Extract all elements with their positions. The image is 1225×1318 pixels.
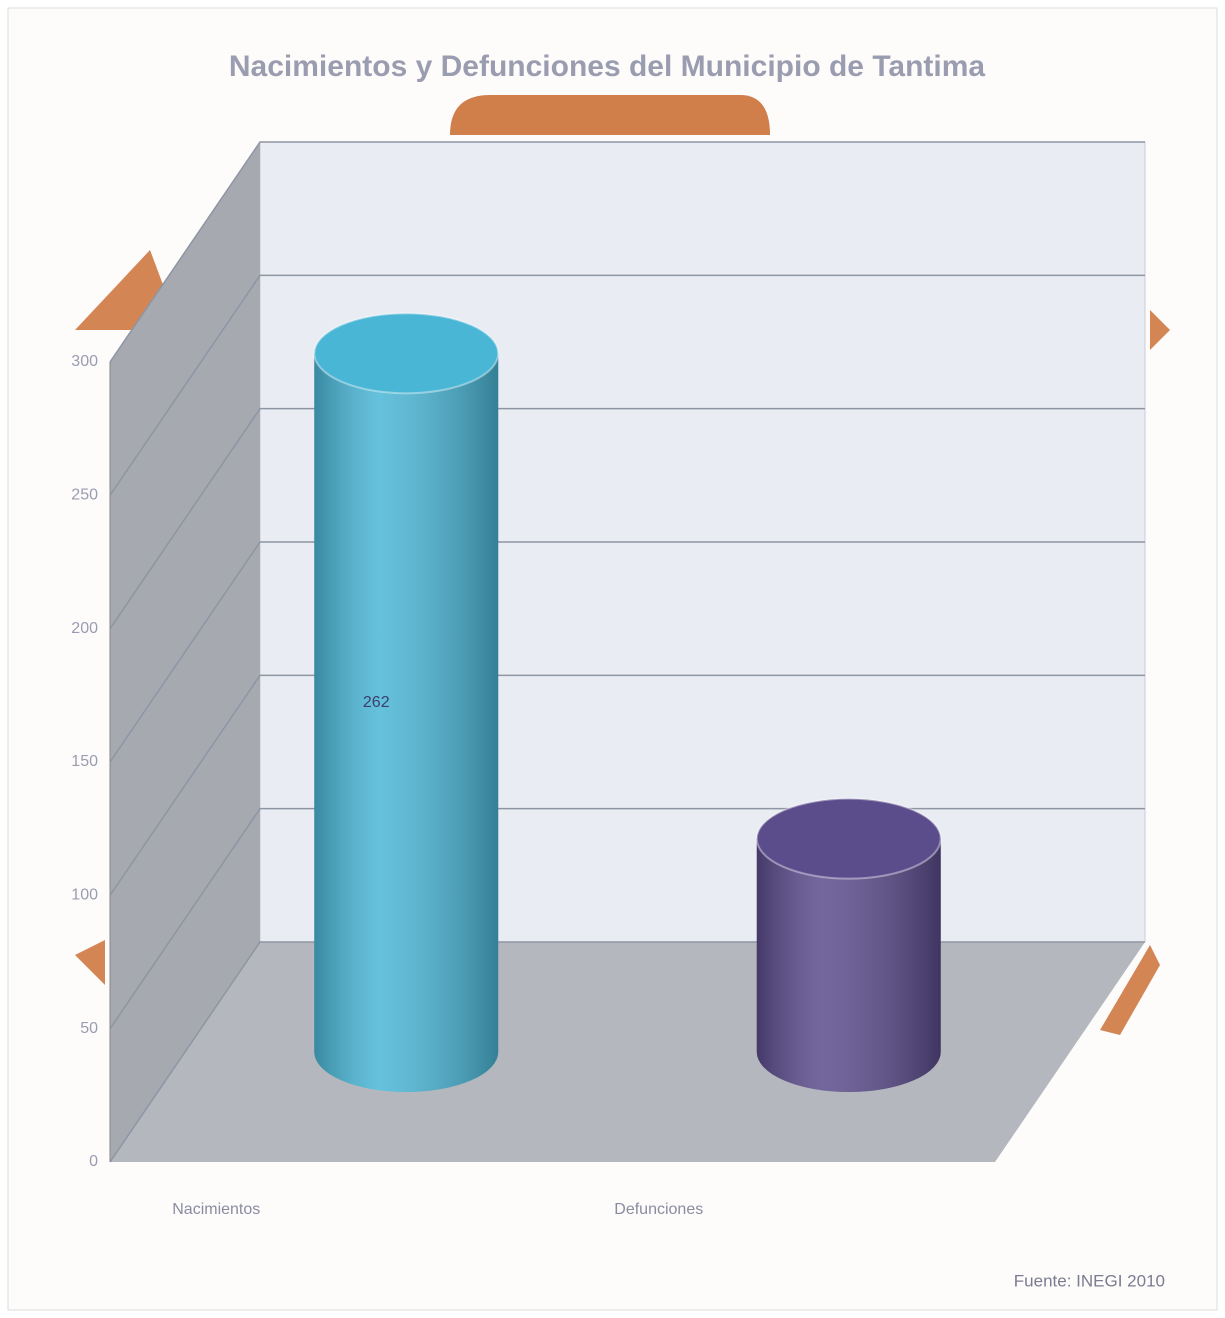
grid-line <box>109 674 1145 896</box>
y-tick-label: 150 <box>71 753 98 770</box>
decoration <box>75 940 105 985</box>
floor <box>110 942 1145 1162</box>
grid-line <box>109 141 1145 363</box>
grid-line <box>109 407 1145 630</box>
cylinder-top <box>313 312 500 395</box>
source-note: Fuente: INEGI 2010 <box>1014 1271 1165 1290</box>
y-tick-label: 250 <box>71 487 98 504</box>
cylinder-shade <box>314 353 499 1092</box>
grid-line <box>109 274 1145 496</box>
x-tick-label: Defunciones <box>614 1201 703 1218</box>
y-tick-label: 200 <box>71 620 98 637</box>
y-tick-label: 100 <box>71 887 98 904</box>
x-tick-label: Nacimientos <box>172 1201 260 1218</box>
decoration <box>1150 310 1170 350</box>
y-tick-label: 50 <box>80 1020 98 1037</box>
cylinder-shade <box>756 838 941 1092</box>
data-label: 262 <box>363 694 390 711</box>
decoration <box>1100 945 1160 1035</box>
grid-line <box>109 541 1145 763</box>
y-tick-label: 300 <box>71 353 98 370</box>
y-tick-label: 0 <box>89 1153 98 1170</box>
cylinder-top <box>755 797 942 880</box>
chart-title: Nacimientos y Defunciones del Municipio … <box>229 50 986 83</box>
decoration <box>450 95 770 135</box>
